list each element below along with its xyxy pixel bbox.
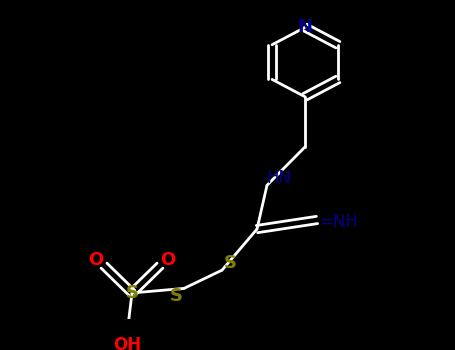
Text: N: N xyxy=(298,19,313,36)
Text: O: O xyxy=(88,251,104,269)
Text: S: S xyxy=(126,284,138,302)
Text: S: S xyxy=(223,254,237,272)
Text: S: S xyxy=(170,287,182,305)
Text: HN: HN xyxy=(267,169,292,187)
Text: OH: OH xyxy=(113,336,141,350)
Text: O: O xyxy=(160,251,176,269)
Text: =NH: =NH xyxy=(319,213,359,231)
